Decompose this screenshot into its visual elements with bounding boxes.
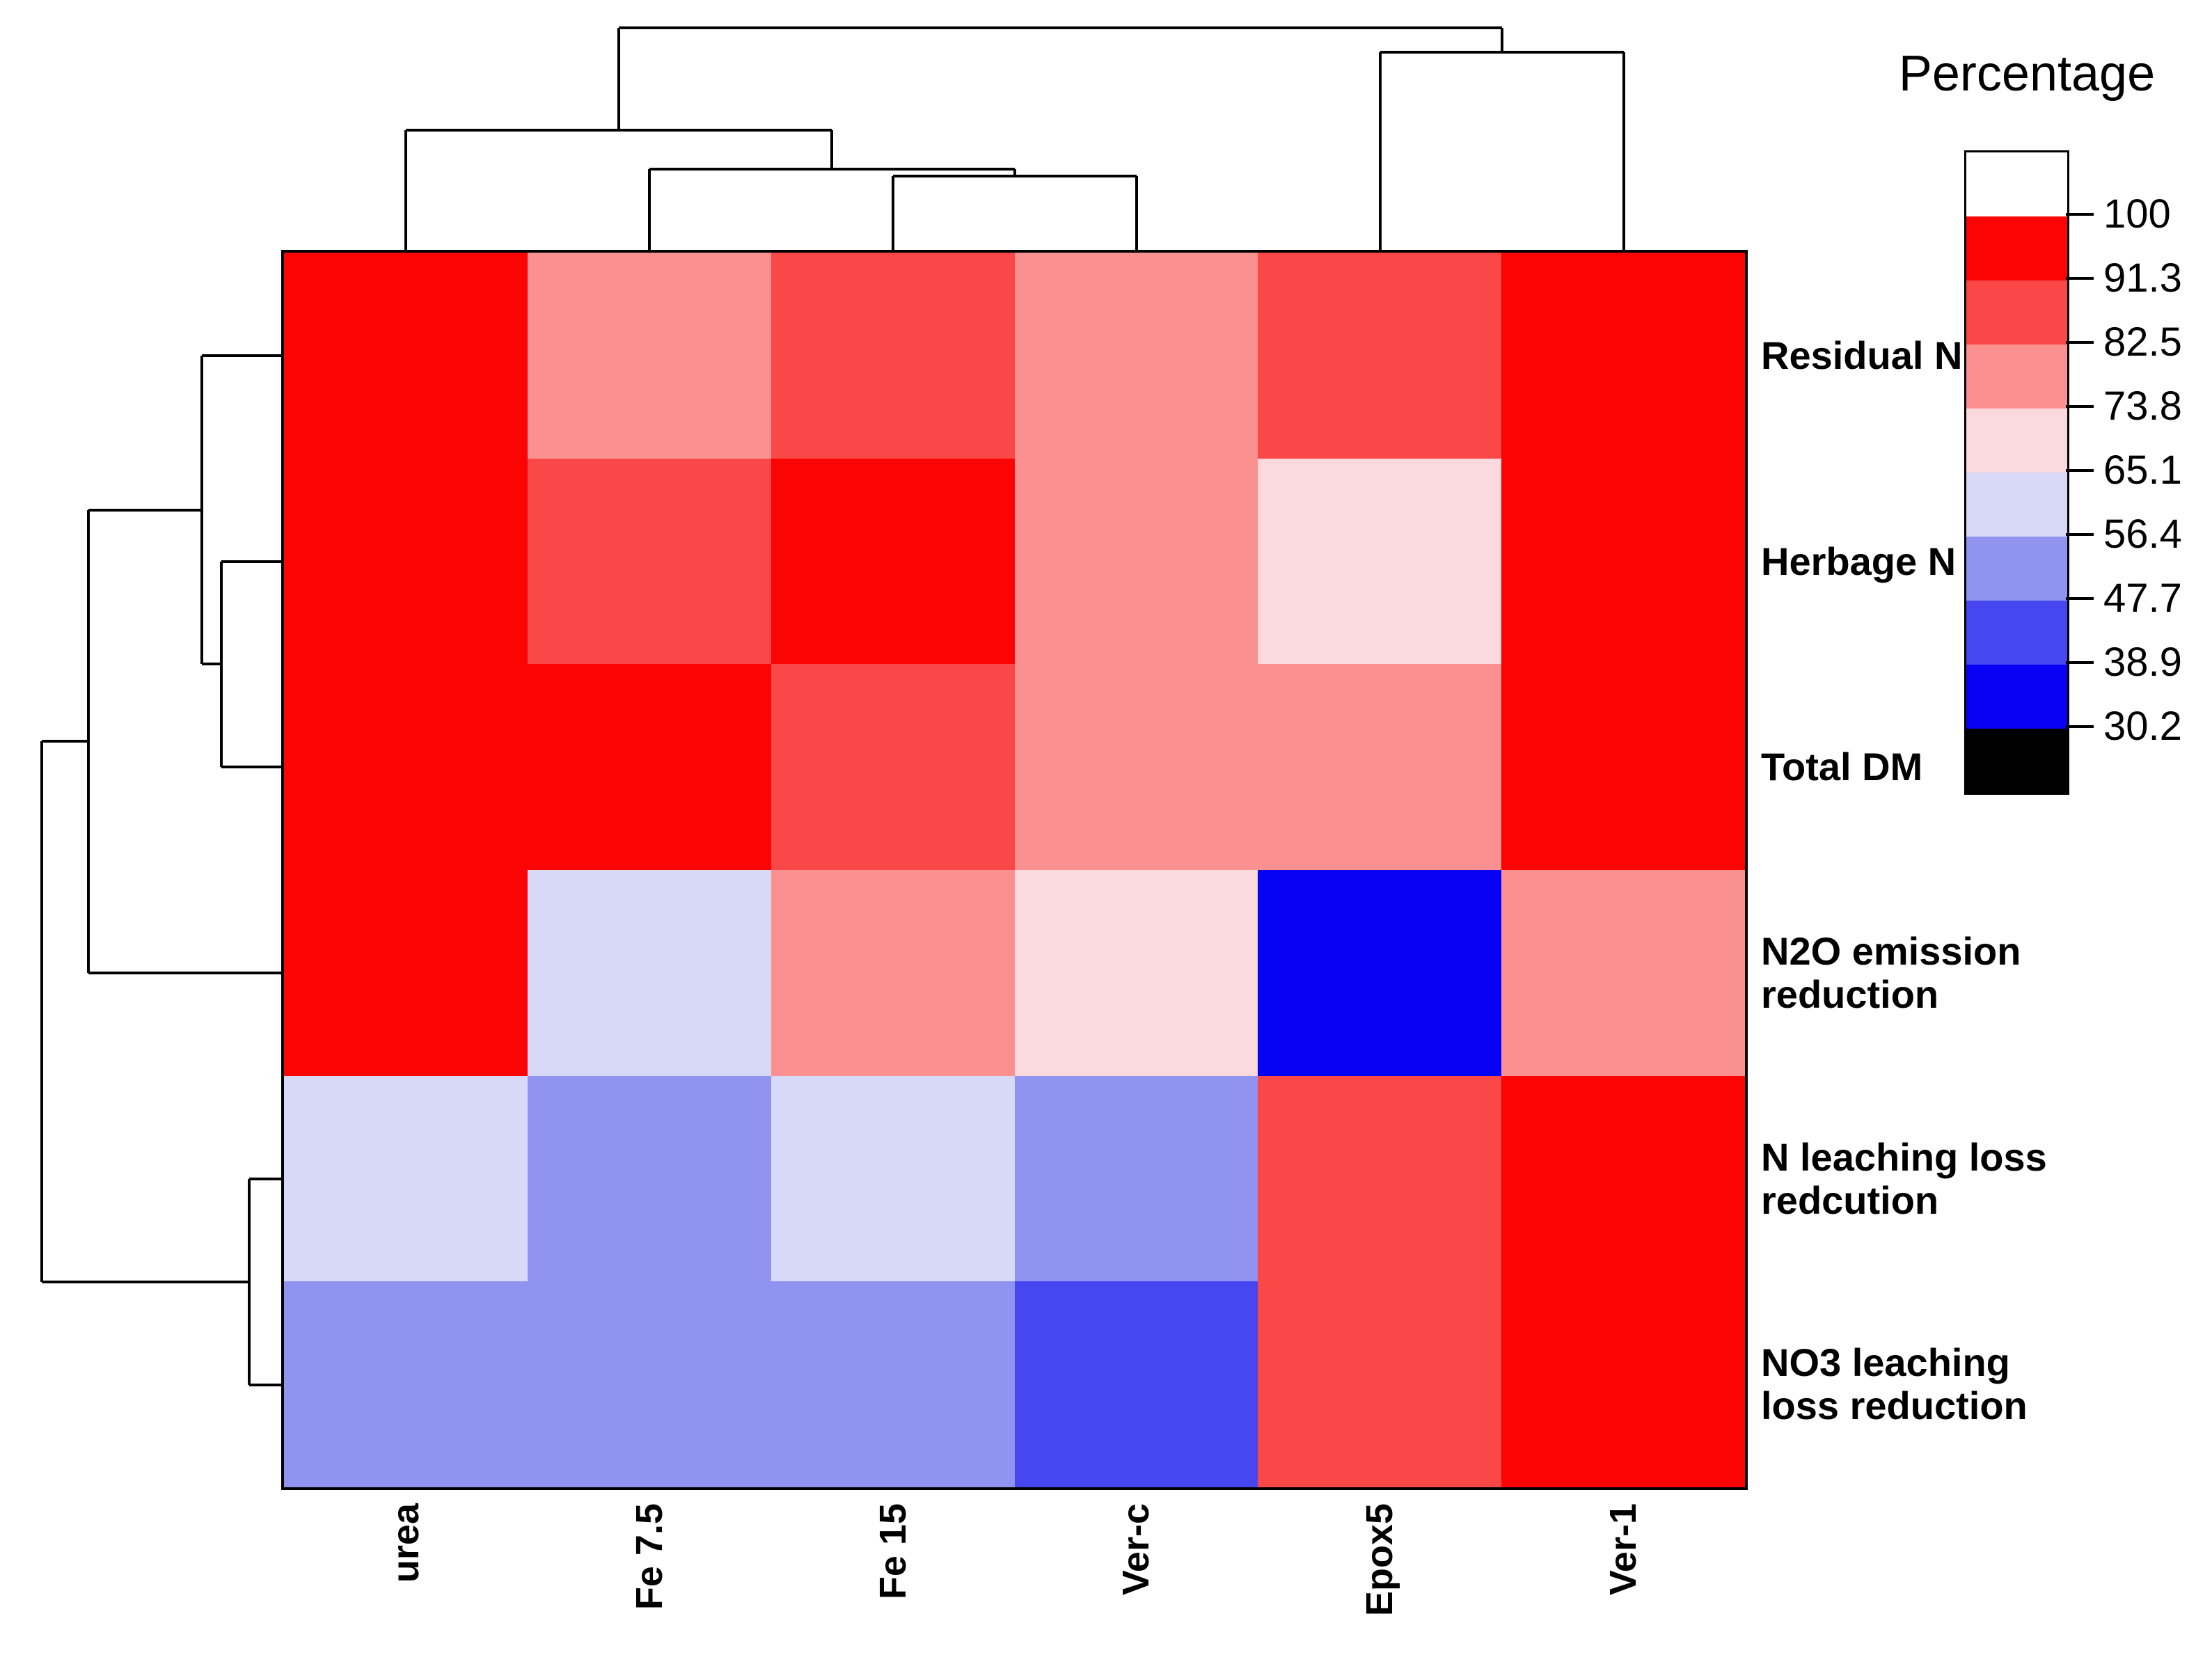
heatmap-cell bbox=[284, 253, 528, 459]
row-label: Residual N bbox=[1761, 333, 1963, 377]
legend-color-segment bbox=[1966, 345, 2067, 409]
row-label: Herbage N bbox=[1761, 539, 1957, 583]
heatmap-grid bbox=[281, 250, 1748, 1490]
column-label: Ver-c bbox=[1115, 1503, 1157, 1596]
heatmap-cell bbox=[771, 253, 1015, 459]
heatmap-cell bbox=[1501, 869, 1745, 1076]
row-label: NO3 leaching loss reduction bbox=[1761, 1340, 2028, 1427]
heatmap-cell bbox=[1258, 458, 1502, 665]
legend-tick-mark bbox=[2066, 597, 2094, 600]
heatmap-cell bbox=[527, 1075, 771, 1282]
row-label: Total DM bbox=[1761, 745, 1923, 789]
heatmap-cell bbox=[1258, 1281, 1502, 1487]
legend-colorbar bbox=[1964, 150, 2069, 795]
heatmap-cell bbox=[1501, 253, 1745, 459]
row-label: N2O emission reduction bbox=[1761, 929, 2021, 1016]
heatmap-cell bbox=[527, 664, 771, 870]
legend-color-segment bbox=[1966, 729, 2067, 793]
legend-tick-mark bbox=[2066, 725, 2094, 728]
heatmap-cell bbox=[527, 253, 771, 459]
heatmap-cell bbox=[1014, 253, 1258, 459]
legend-tick-mark bbox=[2066, 469, 2094, 472]
column-label: Ver-1 bbox=[1602, 1503, 1644, 1596]
legend-color-segment bbox=[1966, 601, 2067, 665]
heatmap-cell bbox=[284, 1075, 528, 1282]
heatmap-cell bbox=[1014, 458, 1258, 665]
row-label: N leaching loss redcution bbox=[1761, 1135, 2047, 1222]
legend-tick-mark bbox=[2066, 661, 2094, 664]
legend-color-segment bbox=[1966, 665, 2067, 729]
column-label: urea bbox=[385, 1503, 427, 1583]
heatmap-cell bbox=[1501, 664, 1745, 870]
heatmap-cell bbox=[1258, 664, 1502, 870]
heatmap-cell bbox=[1258, 869, 1502, 1076]
legend-color-segment bbox=[1966, 409, 2067, 473]
legend-tick-label: 56.4 bbox=[2103, 512, 2182, 557]
heatmap-cell bbox=[1258, 1075, 1502, 1282]
column-dendrogram bbox=[404, 26, 1625, 253]
legend-color-segment bbox=[1966, 537, 2067, 601]
heatmap-cell bbox=[1014, 664, 1258, 870]
legend-tick-label: 73.8 bbox=[2103, 383, 2182, 429]
heatmap-cell bbox=[771, 458, 1015, 665]
column-label: Epox5 bbox=[1359, 1503, 1400, 1617]
legend-color-segment bbox=[1966, 152, 2067, 216]
heatmap-cell bbox=[771, 1075, 1015, 1282]
legend-tick-label: 47.7 bbox=[2103, 576, 2182, 621]
legend-tick-mark bbox=[2066, 533, 2094, 536]
heatmap-cell bbox=[771, 1281, 1015, 1487]
heatmap-cell bbox=[771, 664, 1015, 870]
legend-color-segment bbox=[1966, 216, 2067, 280]
legend-tick-mark bbox=[2066, 341, 2094, 344]
heatmap-cell bbox=[771, 869, 1015, 1076]
legend-tick-mark bbox=[2066, 213, 2094, 216]
heatmap-cell bbox=[284, 664, 528, 870]
legend-tick-mark bbox=[2066, 405, 2094, 408]
heatmap-cell bbox=[527, 1281, 771, 1487]
heatmap-cell bbox=[1501, 1281, 1745, 1487]
heatmap-cell bbox=[1258, 253, 1502, 459]
legend-tick-label: 30.2 bbox=[2103, 704, 2182, 749]
heatmap-cell bbox=[1501, 1075, 1745, 1282]
column-label: Fe 15 bbox=[872, 1503, 914, 1600]
row-dendrogram bbox=[40, 354, 284, 1386]
heatmap-cell bbox=[284, 869, 528, 1076]
legend-tick-label: 100 bbox=[2103, 191, 2171, 237]
legend-tick-label: 38.9 bbox=[2103, 640, 2182, 685]
heatmap-cell bbox=[1501, 458, 1745, 665]
legend-tick-label: 65.1 bbox=[2103, 448, 2182, 493]
legend-tick-mark bbox=[2066, 277, 2094, 280]
heatmap-cell bbox=[527, 458, 771, 665]
legend-color-segment bbox=[1966, 473, 2067, 537]
column-label: Fe 7.5 bbox=[629, 1503, 670, 1610]
heatmap-cell bbox=[284, 1281, 528, 1487]
heatmap-cell bbox=[1014, 1281, 1258, 1487]
legend-tick-label: 91.3 bbox=[2103, 255, 2182, 301]
heatmap-cell bbox=[1014, 869, 1258, 1076]
heatmap-cell bbox=[1014, 1075, 1258, 1282]
legend-title: Percentage bbox=[1898, 46, 2156, 102]
heatmap-cell bbox=[284, 458, 528, 665]
legend-color-segment bbox=[1966, 280, 2067, 345]
legend-tick-label: 82.5 bbox=[2103, 319, 2182, 365]
heatmap-cell bbox=[527, 869, 771, 1076]
